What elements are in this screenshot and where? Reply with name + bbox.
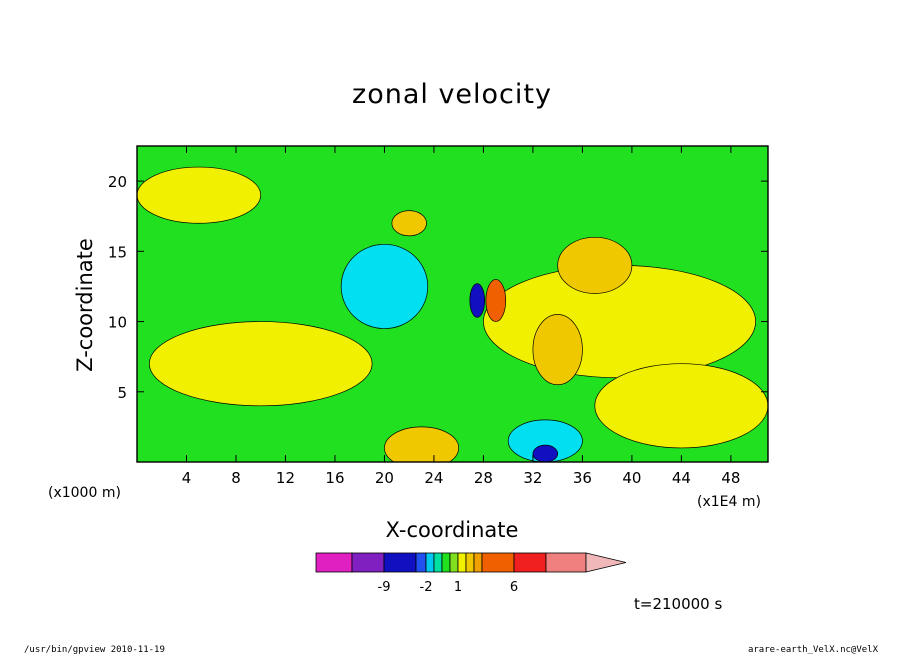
colorbar-swatch (433, 552, 443, 573)
colorbar-swatch (545, 552, 587, 573)
contour-region-10 (532, 444, 559, 462)
x-tick-label: 36 (573, 469, 592, 487)
contour-region-4 (557, 236, 633, 294)
contour-region-8 (340, 243, 429, 329)
colorbar-swatch (441, 552, 451, 573)
colorbar-swatch (425, 552, 435, 573)
colorbar-swatch (481, 552, 515, 573)
colorbar-swatch (383, 552, 417, 573)
colorbar-swatch (415, 552, 427, 573)
x-tick-label: 32 (523, 469, 542, 487)
contour-regions (137, 166, 768, 462)
x-tick-label: 4 (182, 469, 192, 487)
x-tick-label: 28 (474, 469, 493, 487)
contour-region-7 (391, 210, 427, 237)
contour-region-12 (485, 279, 507, 322)
colorbar-tick-label: -2 (420, 580, 433, 595)
x-tick-label: 40 (622, 469, 641, 487)
colorbar-swatch (465, 552, 475, 573)
contour-region-5 (532, 314, 583, 386)
colorbar-swatch (473, 552, 483, 573)
y-tick-label: 10 (108, 314, 127, 332)
colorbar-tick-label: -9 (378, 580, 391, 595)
contour-region-11 (469, 283, 486, 318)
x-tick-label: 44 (672, 469, 691, 487)
time-annotation: t=210000 s (634, 595, 722, 613)
y-tick-label: 20 (108, 173, 127, 191)
x-tick-label: 24 (424, 469, 443, 487)
colorbar-swatch (457, 552, 467, 573)
colorbar-extend-arrow (585, 552, 627, 573)
x-tick-label: 12 (276, 469, 295, 487)
y-tick-label: 5 (117, 384, 127, 402)
x-tick-label: 16 (325, 469, 344, 487)
colorbar-swatch (351, 552, 385, 573)
colorbar-swatch (315, 552, 353, 573)
colorbar-swatch (513, 552, 547, 573)
plot-area (137, 146, 768, 462)
contour-region-3 (594, 363, 768, 449)
y-axis-label: Z-coordinate (73, 238, 97, 372)
footer-right: arare-earth_VelX.nc@VelX (748, 645, 879, 654)
colorbar (315, 552, 627, 573)
x-tick-label: 8 (231, 469, 241, 487)
footer-left: /usr/bin/gpview 2010-11-19 (24, 645, 165, 654)
y-axis-unit: (x1000 m) (48, 485, 121, 501)
x-tick-label: 48 (721, 469, 740, 487)
plot-frame (136, 145, 769, 463)
x-tick-label: 20 (375, 469, 394, 487)
contour-region-1 (149, 321, 373, 407)
x-axis-unit: (x1E4 m) (697, 494, 761, 510)
y-axis-ticks: 5 10 15 20 (108, 173, 768, 402)
y-tick-label: 15 (108, 243, 127, 261)
contour-region-6 (384, 426, 460, 462)
contour-region-0 (137, 166, 262, 224)
colorbar-swatch (449, 552, 459, 573)
colorbar-tick-label: 1 (454, 580, 462, 595)
x-axis-label: X-coordinate (386, 518, 519, 542)
colorbar-labels: -9 -2 1 6 (378, 580, 519, 595)
colorbar-tick-label: 6 (510, 580, 518, 595)
chart-title: zonal velocity (352, 79, 552, 110)
x-axis-ticks: 4 8 12 16 20 24 28 32 36 40 44 48 (182, 146, 740, 487)
